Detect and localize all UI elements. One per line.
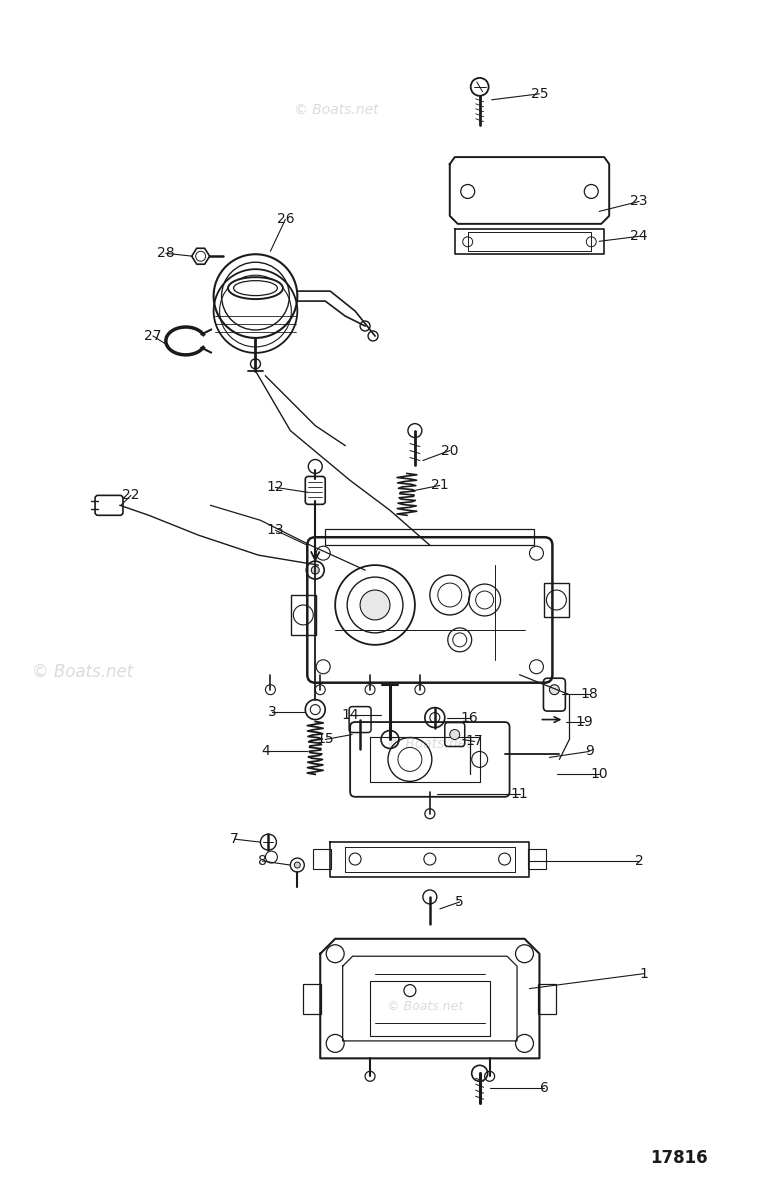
Text: 5: 5 [455,895,464,908]
Ellipse shape [234,281,277,295]
Text: 15: 15 [317,732,334,746]
Text: 26: 26 [276,212,294,227]
Text: 13: 13 [266,523,284,538]
Text: 14: 14 [341,708,359,721]
Bar [291,595,316,635]
Bar [303,984,321,1014]
Bar [313,850,331,869]
Text: 23: 23 [630,194,648,209]
Text: 7: 7 [230,832,239,846]
Text: 10: 10 [591,767,608,781]
Bar [370,982,490,1036]
Text: 9: 9 [585,744,594,758]
Text: 27: 27 [144,329,162,343]
Text: 1: 1 [639,967,649,980]
Text: 21: 21 [431,479,449,492]
Text: 17816: 17816 [650,1148,707,1166]
Text: © Boats.net: © Boats.net [387,1000,464,1013]
Text: © Boats.net: © Boats.net [33,662,133,680]
Text: 17: 17 [466,734,484,749]
Text: 19: 19 [575,714,593,728]
Bar [539,984,557,1014]
Bar [325,529,535,545]
Text: © Boats.net: © Boats.net [294,103,379,116]
Text: 28: 28 [157,246,175,260]
Text: 18: 18 [580,686,598,701]
Text: 25: 25 [531,86,548,101]
Text: 22: 22 [122,488,139,503]
Text: 6: 6 [540,1081,549,1096]
Ellipse shape [228,277,283,299]
Bar [529,850,546,869]
Text: 20: 20 [441,444,458,457]
Circle shape [360,590,390,620]
Text: 4: 4 [261,744,270,758]
Circle shape [550,685,560,695]
Circle shape [294,862,300,868]
Text: 24: 24 [630,229,648,244]
Text: 12: 12 [266,480,284,494]
Text: 16: 16 [461,710,478,725]
Text: 2: 2 [635,854,643,868]
Circle shape [450,730,460,739]
Text: 3: 3 [268,704,277,719]
Text: 11: 11 [511,787,529,802]
Circle shape [311,566,319,574]
Bar [544,582,569,618]
Text: 8: 8 [258,854,267,868]
Text: © Boats.net: © Boats.net [387,737,471,750]
